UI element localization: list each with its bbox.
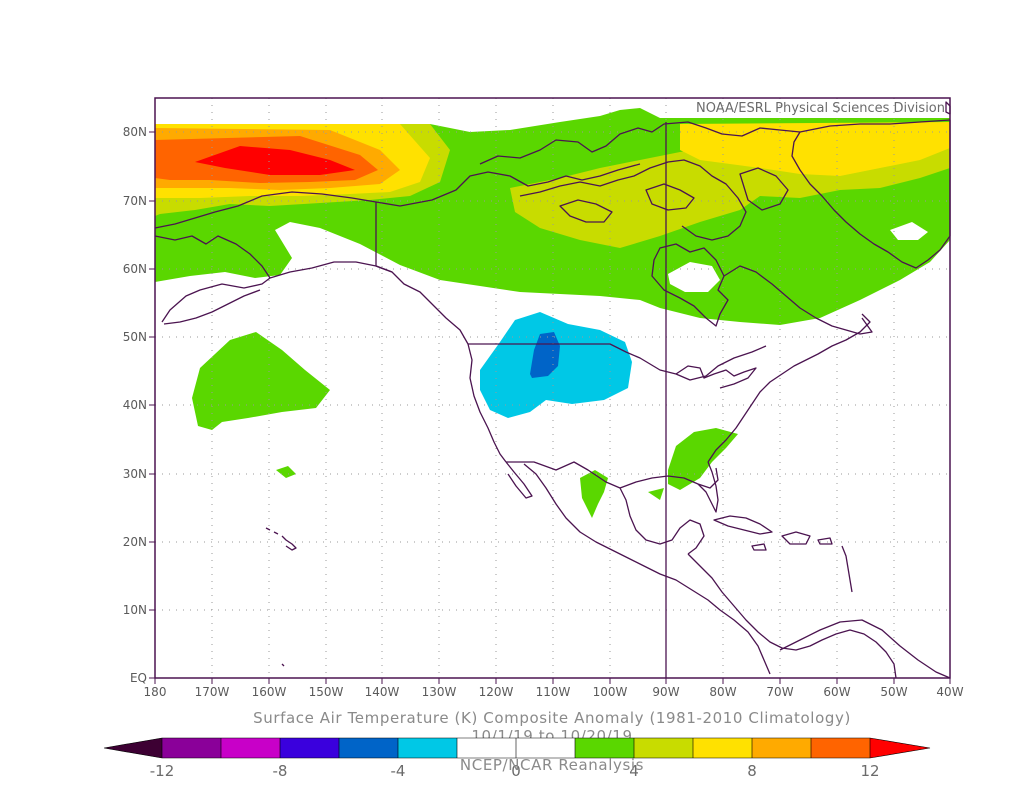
colorbar-label: -4 — [391, 762, 406, 780]
x-tick-label: 60W — [823, 685, 850, 699]
colorbar-label: 0 — [511, 762, 521, 780]
colorbar-segment — [221, 738, 280, 758]
colorbar-label: 12 — [860, 762, 879, 780]
coast-alaska-north — [154, 163, 641, 229]
colorbar-segment — [457, 738, 516, 758]
x-tick-label: 160W — [252, 685, 287, 699]
colorbar-segment — [398, 738, 457, 758]
colorbar — [103, 737, 931, 759]
coast-alaska-west — [154, 235, 271, 323]
anomaly-positive-red — [195, 146, 355, 175]
colorbar-labels: -12 -8 -4 0 4 8 12 — [150, 762, 880, 780]
border-alaska-canada — [375, 202, 393, 273]
arctic-islands-4 — [645, 183, 695, 211]
x-axis-labels: 180 170W 160W 150W 140W 130W 120W 110W 1… — [144, 685, 964, 699]
colorbar-label: 4 — [629, 762, 639, 780]
colorbar-label: 8 — [747, 762, 757, 780]
coast-south-america — [779, 619, 951, 679]
y-tick-label: 10N — [123, 603, 147, 617]
border-us-mexico — [506, 461, 621, 489]
y-tick-label: 40N — [123, 398, 147, 412]
coast-aleutians — [163, 289, 261, 325]
arctic-islands-3 — [559, 199, 613, 223]
arctic-islands-5 — [739, 167, 789, 211]
y-tick-label: 70N — [123, 194, 147, 208]
anomaly-positive-southeast — [668, 428, 738, 490]
colorbar-label: -12 — [150, 762, 175, 780]
colorbar-segment — [634, 738, 693, 758]
arctic-islands-2 — [519, 159, 747, 241]
tick-marks — [149, 131, 951, 684]
colorbar-label: -8 — [273, 762, 288, 780]
coast-labrador — [723, 265, 873, 335]
x-tick-label: 80W — [709, 685, 736, 699]
coast-us-west — [467, 343, 507, 463]
caribbean-jamaica — [751, 543, 767, 551]
x-tick-label: 50W — [880, 685, 907, 699]
x-tick-label: 150W — [309, 685, 344, 699]
anomaly-positive-mexico — [580, 470, 608, 518]
great-lakes — [675, 365, 757, 389]
x-tick-label: 140W — [365, 685, 400, 699]
colorbar-segment — [811, 738, 870, 758]
coast-central-america — [687, 553, 897, 679]
arctic-islands-1 — [479, 121, 801, 165]
y-tick-label: 80N — [123, 125, 147, 139]
x-tick-label: 120W — [479, 685, 514, 699]
map-credit: NOAA/ESRL Physical Sciences Division — [696, 101, 945, 116]
map-title: Surface Air Temperature (K) Composite An… — [253, 709, 851, 727]
y-tick-label: 20N — [123, 535, 147, 549]
colorbar-segment — [752, 738, 811, 758]
colorbar-outline — [103, 737, 931, 759]
x-tick-label: 90W — [652, 685, 679, 699]
y-tick-label: 30N — [123, 467, 147, 481]
colorbar-segment — [693, 738, 752, 758]
colorbar-segment — [280, 738, 339, 758]
x-tick-label: 110W — [536, 685, 571, 699]
colorbar-high-arrow — [870, 738, 930, 758]
pacific-islet — [281, 663, 285, 667]
coast-florida — [697, 461, 719, 513]
colorbar-segment — [516, 738, 575, 758]
anomaly-neutral-hole-greenland — [890, 222, 928, 240]
x-tick-label: 130W — [422, 685, 457, 699]
colorbar-segment — [575, 738, 634, 758]
y-axis-labels: EQ 10N 20N 30N 40N 50N 60N 70N 80N — [123, 125, 147, 685]
anomaly-positive-gulf — [648, 488, 664, 500]
coast-mexico-pacific — [505, 461, 771, 675]
y-tick-label: 60N — [123, 262, 147, 276]
hawaii-islands — [265, 527, 297, 551]
x-tick-label: 180 — [144, 685, 167, 699]
caribbean-lesser-antilles — [841, 545, 853, 593]
coast-us-east — [707, 313, 871, 463]
caribbean-puerto-rico — [817, 537, 833, 545]
colorbar-dividers — [161, 738, 871, 758]
anomaly-positive-yellow-canada — [680, 122, 950, 176]
data-source: NCEP/NCAR Reanalysis — [460, 756, 644, 774]
coastlines — [154, 101, 951, 679]
x-tick-label: 70W — [766, 685, 793, 699]
x-tick-label: 100W — [593, 685, 628, 699]
anomaly-positive-pacific-small — [276, 466, 296, 478]
coast-hudson-bay — [651, 243, 729, 327]
x-tick-label: 40W — [936, 685, 963, 699]
y-tick-label: EQ — [130, 671, 147, 685]
x-tick-label: 170W — [195, 685, 230, 699]
y-tick-label: 50N — [123, 330, 147, 344]
colorbar-segment — [162, 738, 221, 758]
caribbean-hispaniola — [781, 531, 811, 545]
colorbar-low-arrow — [104, 738, 162, 758]
colorbar-segment — [339, 738, 398, 758]
caribbean-cuba — [713, 515, 773, 535]
coast-greenland — [791, 119, 951, 269]
